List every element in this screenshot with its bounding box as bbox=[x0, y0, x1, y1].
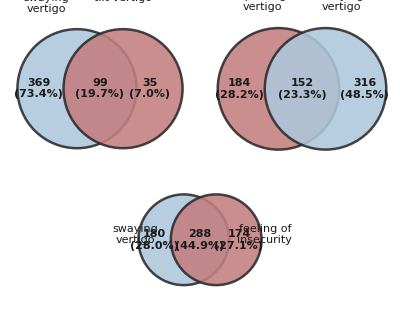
Circle shape bbox=[138, 194, 229, 285]
Text: 35
(7.0%): 35 (7.0%) bbox=[130, 78, 170, 99]
Text: swaying
vertigo: swaying vertigo bbox=[23, 0, 69, 14]
Circle shape bbox=[218, 28, 339, 150]
Text: spinning
vertigo: spinning vertigo bbox=[239, 0, 286, 12]
Circle shape bbox=[18, 29, 136, 148]
Text: 369
(73.4%): 369 (73.4%) bbox=[14, 78, 63, 99]
Text: feeling of
insecurity: feeling of insecurity bbox=[237, 224, 292, 245]
Text: 180
(28.0%): 180 (28.0%) bbox=[130, 229, 179, 250]
Text: 174
(27.1%): 174 (27.1%) bbox=[214, 229, 263, 250]
Circle shape bbox=[171, 194, 262, 285]
Text: tilt vertigo: tilt vertigo bbox=[94, 0, 152, 3]
Text: 99
(19.7%): 99 (19.7%) bbox=[76, 78, 124, 99]
Text: 184
(28.2%): 184 (28.2%) bbox=[215, 78, 264, 100]
Circle shape bbox=[64, 29, 182, 148]
Text: 316
(48.5%): 316 (48.5%) bbox=[340, 78, 389, 100]
Text: swaying
vertigo: swaying vertigo bbox=[318, 0, 364, 12]
Text: 152
(23.3%): 152 (23.3%) bbox=[278, 78, 326, 100]
Text: swaying
vertigo: swaying vertigo bbox=[112, 224, 158, 245]
Circle shape bbox=[265, 28, 386, 150]
Text: 288
(44.9%): 288 (44.9%) bbox=[175, 229, 225, 250]
